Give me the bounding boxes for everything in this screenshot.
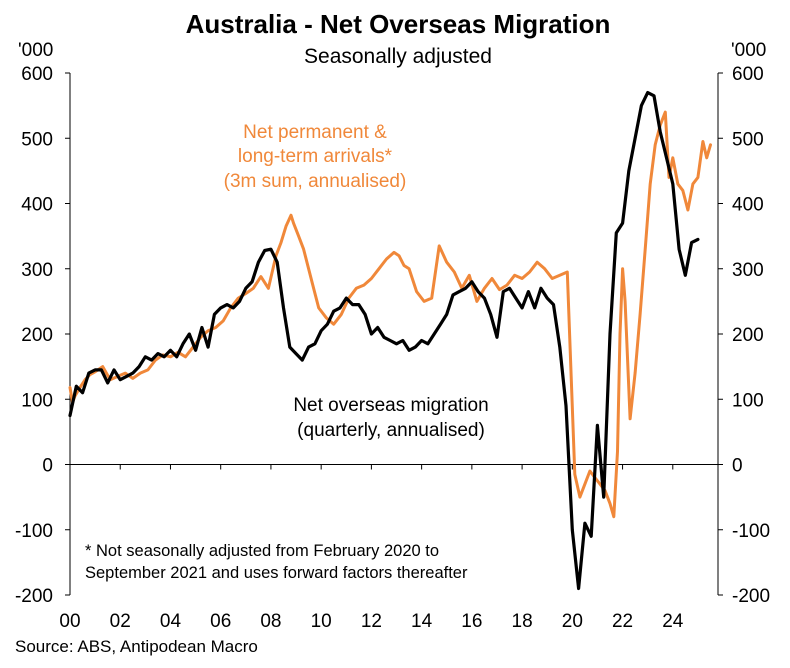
right-y-tick-label: 400 [732, 195, 764, 216]
series-line-permanent-long-term-arrivals [68, 110, 712, 519]
source-note: Source: ABS, Antipodean Macro [15, 637, 258, 656]
axes [65, 72, 723, 596]
black-series-annotation: Net overseas migration (quarterly, annua… [293, 395, 488, 441]
footnote-line-2: September 2021 and uses forward factors … [85, 564, 468, 582]
x-tick-label: 00 [59, 611, 80, 632]
right-y-tick-label: 100 [732, 390, 764, 411]
black-annotation-line-1: Net overseas migration [293, 395, 488, 416]
right-y-tick-label: 300 [732, 260, 764, 281]
left-unit-label: '000 [18, 40, 53, 61]
right-unit-label: '000 [731, 40, 766, 61]
left-y-tick-label: 500 [21, 129, 53, 150]
chart-title: Australia - Net Overseas Migration [186, 9, 611, 39]
x-tick-label: 22 [612, 611, 633, 632]
series-line-net-overseas-migration [68, 91, 700, 591]
x-tick-label: 24 [662, 611, 684, 632]
right-y-tick-label: -200 [732, 586, 770, 607]
x-tick-label: 20 [562, 611, 583, 632]
right-y-tick-label: -100 [732, 521, 770, 542]
x-tick-label: 16 [461, 611, 482, 632]
right-y-tick-labels: -200 -100 0 100 200 300 400 500 600 [732, 64, 770, 607]
x-tick-label: 18 [512, 611, 533, 632]
x-tick-label: 12 [361, 611, 382, 632]
left-y-tick-label: 400 [21, 195, 53, 216]
left-y-tick-label: 100 [21, 390, 53, 411]
black-annotation-line-2: (quarterly, annualised) [297, 420, 485, 441]
series-lines [68, 91, 712, 591]
right-y-tick-label: 600 [732, 64, 764, 85]
x-tick-label: 10 [311, 611, 332, 632]
left-y-tick-label: -200 [15, 586, 53, 607]
chart-subtitle: Seasonally adjusted [304, 45, 492, 68]
orange-annotation-line-2: long-term arrivals* [238, 146, 393, 167]
footnote: * Not seasonally adjusted from February … [85, 542, 468, 582]
left-y-tick-label: 600 [21, 64, 53, 85]
x-tick-label: 08 [260, 611, 281, 632]
orange-series-annotation: Net permanent & long-term arrivals* (3m … [224, 122, 407, 192]
left-y-tick-label: 200 [21, 325, 53, 346]
left-y-tick-label: -100 [15, 521, 53, 542]
left-y-tick-labels: -200 -100 0 100 200 300 400 500 600 [15, 64, 53, 607]
x-tick-label: 04 [160, 611, 182, 632]
orange-annotation-line-1: Net permanent & [243, 122, 387, 143]
orange-annotation-line-3: (3m sum, annualised) [224, 171, 407, 192]
footnote-line-1: * Not seasonally adjusted from February … [85, 542, 439, 560]
right-y-tick-label: 0 [732, 456, 743, 477]
right-y-tick-label: 200 [732, 325, 764, 346]
right-y-tick-label: 500 [732, 129, 764, 150]
x-tick-label: 02 [110, 611, 131, 632]
left-y-tick-label: 300 [21, 260, 53, 281]
left-y-tick-label: 0 [42, 456, 53, 477]
x-tick-label: 14 [411, 611, 433, 632]
x-tick-labels: 00 02 04 06 08 10 12 14 16 18 20 22 24 [59, 611, 683, 632]
x-tick-label: 06 [210, 611, 231, 632]
